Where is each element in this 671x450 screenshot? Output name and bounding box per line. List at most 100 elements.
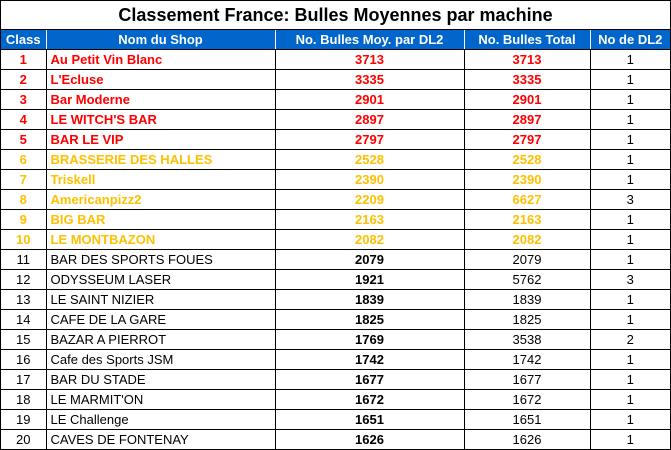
shop-name-cell: Triskell (46, 169, 276, 190)
dl2-count-cell: 1 (590, 169, 670, 190)
shop-name-cell: BAZAR A PIERROT (46, 329, 276, 350)
shop-name-cell: L'Ecluse (46, 69, 276, 90)
dl2-count-cell: 2 (590, 329, 670, 350)
table-row: 17 BAR DU STADE 1677 1677 1 (1, 369, 670, 390)
rank-cell: 12 (1, 269, 47, 290)
header-row: Class Nom du Shop No. Bulles Moy. par DL… (1, 30, 670, 50)
table-row: 5 BAR LE VIP 2797 2797 1 (1, 129, 670, 150)
dl2-count-cell: 1 (590, 149, 670, 170)
rank-cell: 10 (1, 229, 47, 250)
rank-cell: 13 (1, 289, 47, 310)
table-row: 15 BAZAR A PIERROT 1769 3538 2 (1, 329, 670, 350)
average-bubbles-cell: 2528 (275, 149, 465, 170)
table-row: 13 LE SAINT NIZIER 1839 1839 1 (1, 289, 670, 310)
rank-cell: 6 (1, 149, 47, 170)
total-bubbles-cell: 2528 (464, 149, 591, 170)
average-bubbles-cell: 2797 (275, 129, 465, 150)
dl2-count-cell: 1 (590, 289, 670, 310)
shop-name-cell: BIG BAR (46, 209, 276, 230)
average-bubbles-cell: 3335 (275, 69, 465, 90)
average-bubbles-cell: 1769 (275, 329, 465, 350)
total-bubbles-cell: 2082 (464, 229, 591, 250)
rank-cell: 20 (1, 429, 47, 449)
average-bubbles-cell: 2079 (275, 249, 465, 270)
average-bubbles-cell: 1839 (275, 289, 465, 310)
dl2-count-cell: 1 (590, 389, 670, 410)
rank-cell: 9 (1, 209, 47, 230)
rank-cell: 17 (1, 369, 47, 390)
rank-cell: 19 (1, 409, 47, 430)
average-bubbles-cell: 2082 (275, 229, 465, 250)
average-bubbles-cell: 2390 (275, 169, 465, 190)
shop-name-cell: BAR LE VIP (46, 129, 276, 150)
dl2-count-cell: 1 (590, 309, 670, 330)
rank-cell: 1 (1, 49, 47, 70)
total-bubbles-cell: 2079 (464, 249, 591, 270)
rank-cell: 3 (1, 89, 47, 110)
dl2-count-cell: 1 (590, 49, 670, 70)
table-row: 4 LE WITCH'S BAR 2897 2897 1 (1, 109, 670, 130)
shop-name-cell: BRASSERIE DES HALLES (46, 149, 276, 170)
table-row: 14 CAFE DE LA GARE 1825 1825 1 (1, 309, 670, 330)
table-row: 19 LE Challenge 1651 1651 1 (1, 409, 670, 430)
table-row: 6 BRASSERIE DES HALLES 2528 2528 1 (1, 149, 670, 170)
dl2-count-cell: 1 (590, 69, 670, 90)
rank-cell: 4 (1, 109, 47, 130)
table-row: 2 L'Ecluse 3335 3335 1 (1, 69, 670, 90)
dl2-count-cell: 1 (590, 369, 670, 390)
table-row: 1 Au Petit Vin Blanc 3713 3713 1 (1, 49, 670, 70)
table-row: 10 LE MONTBAZON 2082 2082 1 (1, 229, 670, 250)
average-bubbles-cell: 1742 (275, 349, 465, 370)
dl2-count-cell: 1 (626, 432, 634, 447)
total-bubbles-cell: 5762 (464, 269, 591, 290)
total-bubbles-cell: 3538 (464, 329, 591, 350)
shop-name-cell: Cafe des Sports JSM (46, 349, 276, 370)
table-row: 3 Bar Moderne 2901 2901 1 (1, 89, 670, 110)
average-bubbles-cell: 1921 (275, 269, 465, 290)
column-header-dl2: No de DL2 (590, 30, 670, 50)
rank-cell: 5 (1, 129, 47, 150)
column-header-rank: Class (1, 30, 47, 50)
table-row: 20 CAVES DE FONTENAY 1626 1626 1 (1, 429, 670, 449)
total-bubbles-cell: 2390 (464, 169, 591, 190)
shop-name-cell: Americanpizz2 (46, 189, 276, 210)
average-bubbles-cell: 2163 (275, 209, 465, 230)
ranking-body: 1 Au Petit Vin Blanc 3713 3713 1 2 L'Ecluse 333… (1, 49, 670, 449)
column-header-shop: Nom du Shop (46, 30, 276, 50)
rank-cell: 18 (1, 389, 47, 410)
total-bubbles-cell: 1651 (464, 409, 591, 430)
shop-name-cell: LE MONTBAZON (46, 229, 276, 250)
total-bubbles-cell: 3713 (464, 49, 591, 70)
average-bubbles-cell: 1672 (275, 389, 465, 410)
dl2-count-cell: 1 (590, 349, 670, 370)
total-bubbles-cell: 2897 (464, 109, 591, 130)
total-bubbles-cell: 3335 (464, 69, 591, 90)
dl2-count-cell: 1 (590, 129, 670, 150)
total-bubbles-cell: 1626 (464, 429, 591, 449)
total-bubbles-cell: 1839 (464, 289, 591, 310)
shop-name-cell: LE WITCH'S BAR (46, 109, 276, 130)
average-bubbles-cell: 3713 (275, 49, 465, 70)
average-bubbles-cell: 2901 (275, 89, 465, 110)
rank-cell: 8 (1, 189, 47, 210)
shop-name-cell: LE SAINT NIZIER (46, 289, 276, 310)
average-bubbles-cell: 1825 (275, 309, 465, 330)
shop-name-cell: BAR DES SPORTS FOUES (46, 249, 276, 270)
shop-name-cell: LE Challenge (46, 409, 276, 430)
table-row: 18 LE MARMIT'ON 1672 1672 1 (1, 389, 670, 410)
dl2-count-cell: 3 (590, 189, 670, 210)
total-bubbles-cell: 2797 (464, 129, 591, 150)
shop-name-cell: CAVES DE FONTENAY (46, 429, 276, 449)
table-row: 9 BIG BAR 2163 2163 1 (1, 209, 670, 230)
total-bubbles-cell: 1742 (464, 349, 591, 370)
table-row: 11 BAR DES SPORTS FOUES 2079 2079 1 (1, 249, 670, 270)
rank-cell: 2 (1, 69, 47, 90)
dl2-count-cell: 1 (590, 409, 670, 430)
total-bubbles-cell: 2901 (464, 89, 591, 110)
shop-name-cell: BAR DU STADE (46, 369, 276, 390)
shop-name-cell: Au Petit Vin Blanc (46, 49, 276, 70)
table-row: 12 ODYSSEUM LASER 1921 5762 3 (1, 269, 670, 290)
average-bubbles-cell: 2209 (275, 189, 465, 210)
total-bubbles-cell: 1677 (464, 369, 591, 390)
